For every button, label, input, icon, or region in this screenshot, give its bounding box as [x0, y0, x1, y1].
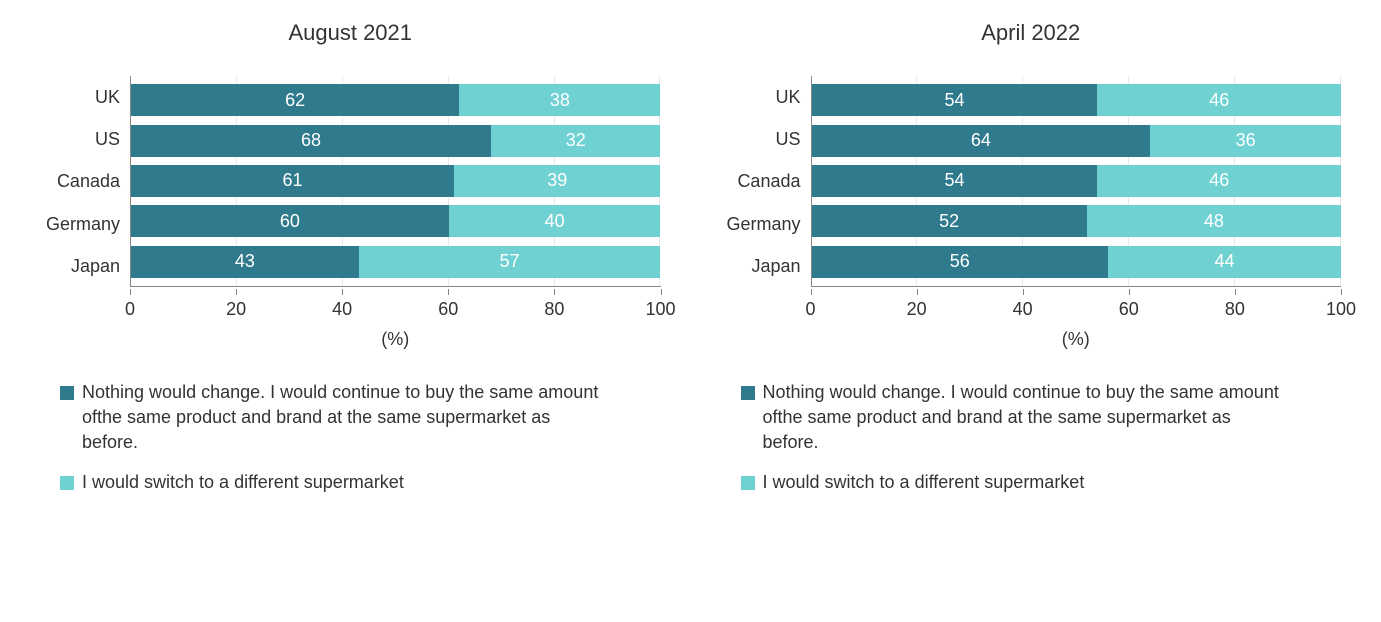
bar-row: 5248: [812, 205, 1342, 237]
bar-segment: 68: [131, 125, 491, 157]
plot-area: 62386832613960404357: [130, 76, 661, 287]
bar-row: 5446: [812, 84, 1342, 116]
bar-segment: 43: [131, 246, 359, 278]
tick-mark: [1235, 289, 1236, 295]
x-tick-label: 100: [1326, 299, 1356, 320]
legend-swatch: [60, 386, 74, 400]
bar-segment: 54: [812, 84, 1098, 116]
y-axis-label: Canada: [721, 160, 801, 202]
bar-row: 5446: [812, 165, 1342, 197]
x-axis-label: (%): [811, 329, 1342, 350]
bar-segment: 44: [1108, 246, 1341, 278]
bar-segment: 60: [131, 205, 449, 237]
bars: 62386832613960404357: [131, 76, 661, 286]
y-axis-label: Canada: [40, 160, 120, 202]
y-axis-label: Japan: [40, 245, 120, 287]
panel-title: April 2022: [721, 20, 1342, 46]
y-axis-labels: UKUSCanadaGermanyJapan: [40, 76, 130, 287]
legend-text: Nothing would change. I would continue t…: [763, 380, 1283, 456]
legend-swatch: [60, 476, 74, 490]
tick-mark: [917, 289, 918, 295]
legend-item: Nothing would change. I would continue t…: [741, 380, 1342, 456]
x-axis-ticks: [811, 289, 1342, 295]
bar-segment: 38: [459, 84, 660, 116]
y-axis-label: US: [721, 118, 801, 160]
tick-mark: [448, 289, 449, 295]
chart-panel: April 2022UKUSCanadaGermanyJapan54466436…: [721, 20, 1342, 509]
x-axis-label: (%): [130, 329, 661, 350]
tick-mark: [1023, 289, 1024, 295]
y-axis-label: UK: [40, 76, 120, 118]
bar-segment: 46: [1097, 84, 1341, 116]
chart-area: UKUSCanadaGermanyJapan623868326139604043…: [40, 76, 661, 287]
bar-segment: 48: [1087, 205, 1341, 237]
x-tick-label: 0: [805, 299, 815, 320]
legend-item: I would switch to a different supermarke…: [60, 470, 661, 495]
bar-row: 6832: [131, 125, 661, 157]
tick-mark: [1129, 289, 1130, 295]
x-axis: 020406080100: [130, 295, 661, 323]
bar-row: 6436: [812, 125, 1342, 157]
chart-area: UKUSCanadaGermanyJapan544664365446524856…: [721, 76, 1342, 287]
legend-item: Nothing would change. I would continue t…: [60, 380, 661, 456]
bar-row: 6040: [131, 205, 661, 237]
bar-row: 4357: [131, 246, 661, 278]
x-tick-label: 100: [645, 299, 675, 320]
y-axis-label: US: [40, 118, 120, 160]
x-tick-label: 80: [1225, 299, 1245, 320]
panels-container: August 2021UKUSCanadaGermanyJapan6238683…: [40, 20, 1341, 509]
x-tick-label: 40: [1013, 299, 1033, 320]
panel-title: August 2021: [40, 20, 661, 46]
bar-segment: 54: [812, 165, 1098, 197]
bar-segment: 62: [131, 84, 459, 116]
x-tick-label: 20: [226, 299, 246, 320]
legend-text: Nothing would change. I would continue t…: [82, 380, 602, 456]
y-axis-labels: UKUSCanadaGermanyJapan: [721, 76, 811, 287]
bar-segment: 52: [812, 205, 1087, 237]
bar-segment: 64: [812, 125, 1151, 157]
legend-text: I would switch to a different supermarke…: [82, 470, 404, 495]
bar-segment: 46: [1097, 165, 1341, 197]
tick-mark: [811, 289, 812, 295]
tick-mark: [554, 289, 555, 295]
legend: Nothing would change. I would continue t…: [60, 380, 661, 495]
legend-swatch: [741, 386, 755, 400]
plot-area: 54466436544652485644: [811, 76, 1342, 287]
bars: 54466436544652485644: [812, 76, 1342, 286]
legend-item: I would switch to a different supermarke…: [741, 470, 1342, 495]
bar-segment: 57: [359, 246, 661, 278]
bar-segment: 36: [1150, 125, 1341, 157]
x-axis-ticks: [130, 289, 661, 295]
legend-swatch: [741, 476, 755, 490]
y-axis-label: UK: [721, 76, 801, 118]
bar-row: 5644: [812, 246, 1342, 278]
x-tick-label: 20: [907, 299, 927, 320]
legend: Nothing would change. I would continue t…: [741, 380, 1342, 495]
y-axis-label: Germany: [721, 203, 801, 245]
x-tick-label: 60: [438, 299, 458, 320]
x-axis: 020406080100: [811, 295, 1342, 323]
bar-segment: 61: [131, 165, 454, 197]
bar-segment: 32: [491, 125, 660, 157]
y-axis-label: Germany: [40, 203, 120, 245]
bar-row: 6238: [131, 84, 661, 116]
tick-mark: [236, 289, 237, 295]
bar-segment: 40: [449, 205, 661, 237]
tick-mark: [661, 289, 662, 295]
x-tick-label: 40: [332, 299, 352, 320]
tick-mark: [130, 289, 131, 295]
chart-panel: August 2021UKUSCanadaGermanyJapan6238683…: [40, 20, 661, 509]
tick-mark: [342, 289, 343, 295]
x-tick-label: 0: [125, 299, 135, 320]
bar-segment: 39: [454, 165, 661, 197]
x-tick-label: 60: [1119, 299, 1139, 320]
x-tick-label: 80: [544, 299, 564, 320]
bar-row: 6139: [131, 165, 661, 197]
bar-segment: 56: [812, 246, 1109, 278]
legend-text: I would switch to a different supermarke…: [763, 470, 1085, 495]
tick-mark: [1341, 289, 1342, 295]
y-axis-label: Japan: [721, 245, 801, 287]
